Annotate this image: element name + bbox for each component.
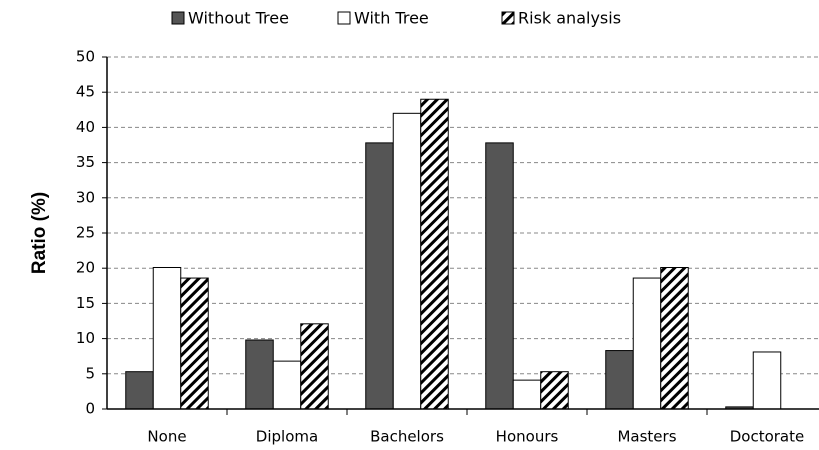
bar <box>660 266 689 410</box>
legend-label: Risk analysis <box>518 9 621 28</box>
y-axis-label: Ratio (%) <box>29 192 50 274</box>
bar <box>152 266 182 410</box>
bar <box>632 277 662 410</box>
y-tick-label: 20 <box>76 259 95 277</box>
bar <box>365 142 394 410</box>
legend-swatch <box>337 11 351 25</box>
legend-label: With Tree <box>354 9 429 28</box>
x-tick-label: Honours <box>496 428 559 446</box>
x-tick-label: Diploma <box>256 428 318 446</box>
bar <box>420 98 449 410</box>
bar <box>125 371 154 410</box>
x-tick-label: Doctorate <box>730 428 805 446</box>
bar <box>272 360 302 410</box>
y-tick-label: 5 <box>85 364 95 382</box>
y-tick-label: 25 <box>76 224 95 242</box>
y-tick-label: 15 <box>76 294 95 312</box>
legend-label: Without Tree <box>188 9 289 28</box>
y-tick-label: 40 <box>76 118 95 136</box>
y-tick-label: 45 <box>76 83 95 101</box>
y-tick-label: 0 <box>85 400 95 418</box>
bar <box>485 142 514 410</box>
bar <box>392 112 422 410</box>
bar <box>180 277 209 410</box>
bar <box>752 351 782 410</box>
bar <box>512 379 542 410</box>
x-tick-label: Masters <box>617 428 676 446</box>
bar <box>605 350 634 410</box>
y-tick-label: 50 <box>76 48 95 66</box>
x-tick-label: None <box>147 428 186 446</box>
bar <box>300 323 329 410</box>
x-tick-label: Bachelors <box>370 428 444 446</box>
legend-swatch <box>501 11 515 25</box>
legend-swatch <box>171 11 185 25</box>
y-tick-label: 30 <box>76 188 95 206</box>
y-tick-label: 35 <box>76 153 95 171</box>
y-tick-label: 10 <box>76 329 95 347</box>
bar <box>540 371 569 410</box>
bar <box>245 339 274 410</box>
legend: Without Tree With Tree Risk analysis <box>171 9 621 28</box>
